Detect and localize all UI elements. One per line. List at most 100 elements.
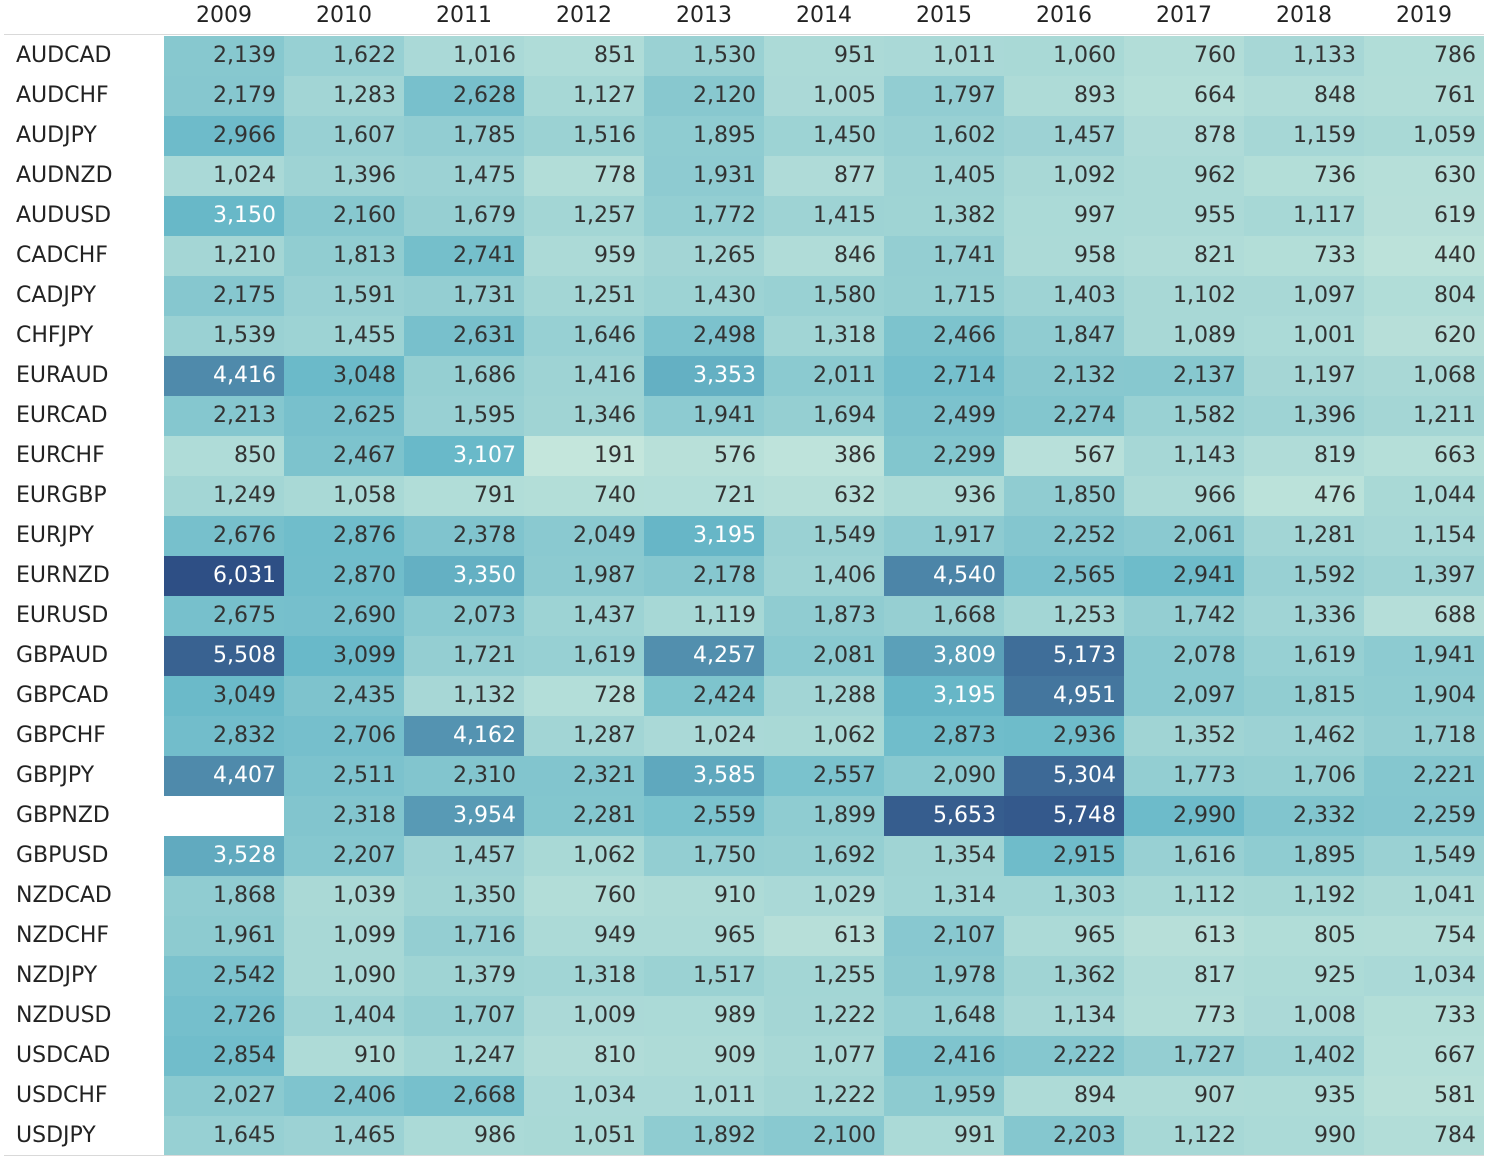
heatmap-row: 1,024 1,396 1,475 778 1,931 877 1,405 1,092 962 7… [164,156,1484,196]
heatmap-cell: 1,549 [764,516,884,556]
heatmap-row: 1,249 1,058 791 740 721 632 936 1,850 966 476 1,04… [164,476,1484,516]
row-label: GBPCAD [16,683,109,708]
heatmap-cell: 4,257 [644,636,764,676]
heatmap-cell [164,796,284,836]
heatmap-cell: 1,646 [524,316,644,356]
row-label: NZDUSD [16,1003,112,1028]
heatmap-cell: 1,645 [164,1116,284,1156]
heatmap-cell: 1,941 [644,396,764,436]
heatmap-cell: 959 [524,236,644,276]
row-label: AUDJPY [16,123,97,148]
heatmap-cell: 1,041 [1364,876,1484,916]
heatmap-row: 2,675 2,690 2,073 1,437 1,119 1,873 1,668 1,253… [164,596,1484,636]
heatmap-cell: 3,099 [284,636,404,676]
heatmap-row: 2,175 1,591 1,731 1,251 1,430 1,580 1,715 1,403… [164,276,1484,316]
bottom-divider [4,1155,1484,1156]
heatmap-cell: 910 [284,1036,404,1076]
heatmap-cell: 663 [1364,436,1484,476]
heatmap-cell: 2,542 [164,956,284,996]
heatmap-cell: 2,557 [764,756,884,796]
heatmap-cell: 5,748 [1004,796,1124,836]
heatmap-cell: 1,694 [764,396,884,436]
heatmap-cell: 3,528 [164,836,284,876]
heatmap-cell: 1,253 [1004,596,1124,636]
heatmap-cell: 1,034 [1364,956,1484,996]
heatmap-cell: 925 [1244,956,1364,996]
heatmap-row: 5,508 3,099 1,721 1,619 4,257 2,081 3,809 5,173… [164,636,1484,676]
heatmap-cell: 1,406 [764,556,884,596]
heatmap-cell: 1,251 [524,276,644,316]
row-label: GBPJPY [16,763,95,788]
heatmap-cell: 1,396 [284,156,404,196]
heatmap-cell: 962 [1124,156,1244,196]
heatmap-cell: 1,024 [164,156,284,196]
heatmap-cell: 2,559 [644,796,764,836]
heatmap-cell: 1,772 [644,196,764,236]
heatmap-cell: 1,247 [404,1036,524,1076]
column-header: 2017 [1156,3,1212,28]
heatmap-row: 4,416 3,048 1,686 1,416 3,353 2,011 2,714 2,132… [164,356,1484,396]
heatmap-cell: 1,354 [884,836,1004,876]
heatmap-cell: 3,809 [884,636,1004,676]
row-label: GBPNZD [16,803,110,828]
heatmap-cell: 2,100 [764,1116,884,1156]
heatmap-cell: 440 [1364,236,1484,276]
heatmap-cell: 2,252 [1004,516,1124,556]
heatmap-cell: 1,133 [1244,36,1364,76]
heatmap-cell: 1,159 [1244,116,1364,156]
row-label: CADCHF [16,243,108,268]
heatmap-cell: 1,450 [764,116,884,156]
heatmap-cell: 1,602 [884,116,1004,156]
heatmap-row: 2,027 2,406 2,668 1,034 1,011 1,222 1,959 894 90… [164,1076,1484,1116]
heatmap-cell: 1,016 [404,36,524,76]
heatmap-cell: 851 [524,36,644,76]
heatmap-row: 2,542 1,090 1,379 1,318 1,517 1,255 1,978 1,362… [164,956,1484,996]
heatmap-cell: 1,716 [404,916,524,956]
row-label: EURJPY [16,523,94,548]
heatmap-cell: 2,511 [284,756,404,796]
heatmap-cell: 1,892 [644,1116,764,1156]
heatmap-cell: 2,873 [884,716,1004,756]
heatmap-cell: 1,619 [524,636,644,676]
heatmap-cell: 1,039 [284,876,404,916]
heatmap-cell: 1,068 [1364,356,1484,396]
row-label: GBPCHF [16,723,106,748]
heatmap-cell: 850 [164,436,284,476]
heatmap-row: 3,528 2,207 1,457 1,062 1,750 1,692 1,354 2,915… [164,836,1484,876]
heatmap-cell: 754 [1364,916,1484,956]
heatmap-cell: 1,249 [164,476,284,516]
column-header: 2010 [316,3,372,28]
heatmap-cell: 2,081 [764,636,884,676]
row-label: CHFJPY [16,323,94,348]
heatmap-cell: 721 [644,476,764,516]
heatmap-cell: 2,259 [1364,796,1484,836]
column-header: 2016 [1036,3,1092,28]
row-label: CADJPY [16,283,97,308]
heatmap-cell: 4,951 [1004,676,1124,716]
heatmap-cell: 2,203 [1004,1116,1124,1156]
heatmap-cell: 2,281 [524,796,644,836]
heatmap-row: 2,139 1,622 1,016 851 1,530 951 1,011 1,060 760 1… [164,36,1484,76]
heatmap-cell: 2,467 [284,436,404,476]
heatmap-cell: 1,009 [524,996,644,1036]
heatmap-cell: 2,090 [884,756,1004,796]
row-label: USDJPY [16,1123,96,1148]
heatmap-cell: 2,941 [1124,556,1244,596]
row-label: GBPUSD [16,843,109,868]
heatmap-cell: 2,073 [404,596,524,636]
heatmap-cell: 1,350 [404,876,524,916]
heatmap-cell: 1,475 [404,156,524,196]
heatmap-cell: 2,332 [1244,796,1364,836]
heatmap-cell: 1,211 [1364,396,1484,436]
heatmap-cell: 1,721 [404,636,524,676]
heatmap-cell: 878 [1124,116,1244,156]
heatmap-cell: 1,797 [884,76,1004,116]
heatmap-cell: 688 [1364,596,1484,636]
column-header: 2011 [436,3,492,28]
heatmap-cell: 1,362 [1004,956,1124,996]
heatmap-cell: 2,310 [404,756,524,796]
heatmap-cell: 1,119 [644,596,764,636]
heatmap-cell: 2,628 [404,76,524,116]
heatmap-cell: 966 [1124,476,1244,516]
heatmap-row: 2,966 1,607 1,785 1,516 1,895 1,450 1,602 1,457… [164,116,1484,156]
